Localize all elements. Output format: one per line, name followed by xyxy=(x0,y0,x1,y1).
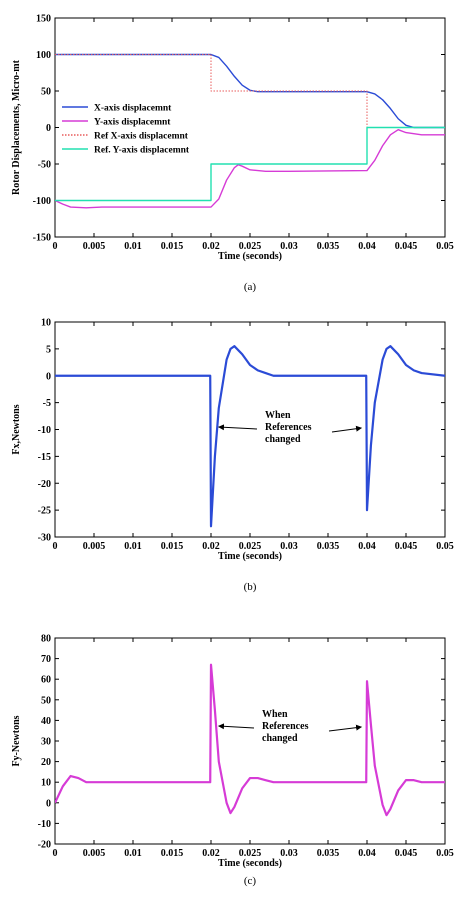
series-line-1 xyxy=(55,663,445,817)
x-axis-label: Time (seconds) xyxy=(218,858,282,869)
chart-panel-2: 0 0.005 0.01 0.015 0.02 0.025 0.03 0.035 0.04 0.0… xyxy=(11,318,454,594)
x-tick-label: 0.04 xyxy=(358,848,376,859)
y-tick-label: 5 xyxy=(46,344,51,355)
annotation-arrow-right xyxy=(331,425,363,433)
plot-frame xyxy=(54,321,446,538)
x-tick-label: 0 xyxy=(53,241,58,252)
x-tick-label: 0 xyxy=(53,541,58,552)
y-tick-label: -15 xyxy=(38,452,51,463)
y-tick-label: -25 xyxy=(38,506,51,517)
x-tick-label: 0.035 xyxy=(317,848,340,859)
legend: X-axis displacemnt Y-axis displacemnt Ref … xyxy=(62,104,190,156)
annotation-line-2: References xyxy=(265,422,312,433)
x-tick-label: 0.045 xyxy=(395,241,418,252)
figure-caption: (c) xyxy=(244,875,257,887)
y-tick-label: 70 xyxy=(41,654,51,665)
y-tick-label: -50 xyxy=(38,160,51,171)
annotation-arrow-left xyxy=(217,723,255,730)
chart-panel-3: 0 0.005 0.01 0.015 0.02 0.025 0.03 0.035 0.04 0.0… xyxy=(11,634,454,888)
annotation-line-1: When xyxy=(265,410,291,421)
x-tick-label: 0.04 xyxy=(358,241,376,252)
x-tick-label: 0.05 xyxy=(436,541,454,552)
y-tick-label: 60 xyxy=(41,675,51,686)
y-tick-label: -20 xyxy=(38,840,51,851)
y-tick-label: 0 xyxy=(46,371,51,382)
x-tick-label: 0.045 xyxy=(395,848,418,859)
figure-caption: (a) xyxy=(244,281,257,293)
figure-caption: (b) xyxy=(244,581,257,593)
y-axis-label: Rotor Displacements, Micro-mt xyxy=(11,59,22,195)
annotation-arrow-left xyxy=(217,424,258,431)
y-tick-label: 10 xyxy=(41,778,51,789)
x-tick-label: 0.035 xyxy=(317,541,340,552)
x-tick-label: 0.01 xyxy=(124,541,142,552)
x-tick-label: 0 xyxy=(53,848,58,859)
y-tick-label: 50 xyxy=(41,87,51,98)
x-axis-label: Time (seconds) xyxy=(218,551,282,562)
annotation-line-2: References xyxy=(262,721,309,732)
y-axis-label: Fy-Newtons xyxy=(11,715,22,766)
legend-label-3: Ref X-axis displacemnt xyxy=(94,132,189,142)
y-tick-label: -30 xyxy=(38,533,51,544)
y-tick-label: 0 xyxy=(46,123,51,134)
annotation-arrow-right xyxy=(328,724,363,732)
x-tick-label: 0.005 xyxy=(83,541,106,552)
x-tick-label: 0.005 xyxy=(83,848,106,859)
y-tick-label: 150 xyxy=(36,14,51,25)
series-line-4 xyxy=(55,126,445,202)
x-tick-label: 0.015 xyxy=(161,848,184,859)
legend-label-1: X-axis displacemnt xyxy=(94,104,172,114)
y-tick-label: 10 xyxy=(41,318,51,329)
x-tick-label: 0.05 xyxy=(436,241,454,252)
x-tick-label: 0.03 xyxy=(280,241,298,252)
series-line-3 xyxy=(55,54,445,128)
x-tick-label: 0.01 xyxy=(124,848,142,859)
x-tick-label: 0.045 xyxy=(395,541,418,552)
series-line-1 xyxy=(55,345,445,528)
y-tick-label: -5 xyxy=(43,398,51,409)
x-tick-label: 0.015 xyxy=(161,541,184,552)
y-tick-label: 20 xyxy=(41,757,51,768)
legend-label-4: Ref. Y-axis displacemnt xyxy=(94,146,190,156)
y-tick-label: 0 xyxy=(46,798,51,809)
series-line-1 xyxy=(55,53,445,129)
annotation-line-1: When xyxy=(262,709,288,720)
x-tick-label: 0.02 xyxy=(202,241,220,252)
x-tick-label: 0.025 xyxy=(239,541,262,552)
x-tick-label: 0.02 xyxy=(202,541,220,552)
y-tick-label: -10 xyxy=(38,425,51,436)
x-tick-label: 0.04 xyxy=(358,541,376,552)
y-axis-label: Fx,Newtons xyxy=(11,404,22,454)
legend-label-2: Y-axis displacemnt xyxy=(94,118,171,128)
annotation-line-3: changed xyxy=(265,434,301,445)
x-tick-label: 0.025 xyxy=(239,848,262,859)
x-tick-label: 0.03 xyxy=(280,848,298,859)
y-tick-label: 50 xyxy=(41,695,51,706)
y-tick-label: 100 xyxy=(36,50,51,61)
y-tick-label: -150 xyxy=(33,233,51,244)
x-tick-label: 0.005 xyxy=(83,241,106,252)
y-tick-label: 40 xyxy=(41,716,51,727)
y-tick-label: -10 xyxy=(38,819,51,830)
y-tick-label: -100 xyxy=(33,196,51,207)
x-tick-label: 0.025 xyxy=(239,241,262,252)
x-tick-label: 0.02 xyxy=(202,848,220,859)
x-tick-label: 0.03 xyxy=(280,541,298,552)
chart-panel-1: 0 0.005 0.01 0.015 0.02 0.025 0.03 0.035 0.04 0.0… xyxy=(11,14,454,294)
x-tick-label: 0.015 xyxy=(161,241,184,252)
annotation-line-3: changed xyxy=(262,733,298,744)
series-line-2 xyxy=(55,128,445,209)
x-axis-label: Time (seconds) xyxy=(218,251,282,262)
y-tick-label: 80 xyxy=(41,634,51,645)
y-tick-label: 30 xyxy=(41,737,51,748)
x-tick-label: 0.01 xyxy=(124,241,142,252)
x-tick-label: 0.035 xyxy=(317,241,340,252)
y-tick-label: -20 xyxy=(38,479,51,490)
x-tick-label: 0.05 xyxy=(436,848,454,859)
